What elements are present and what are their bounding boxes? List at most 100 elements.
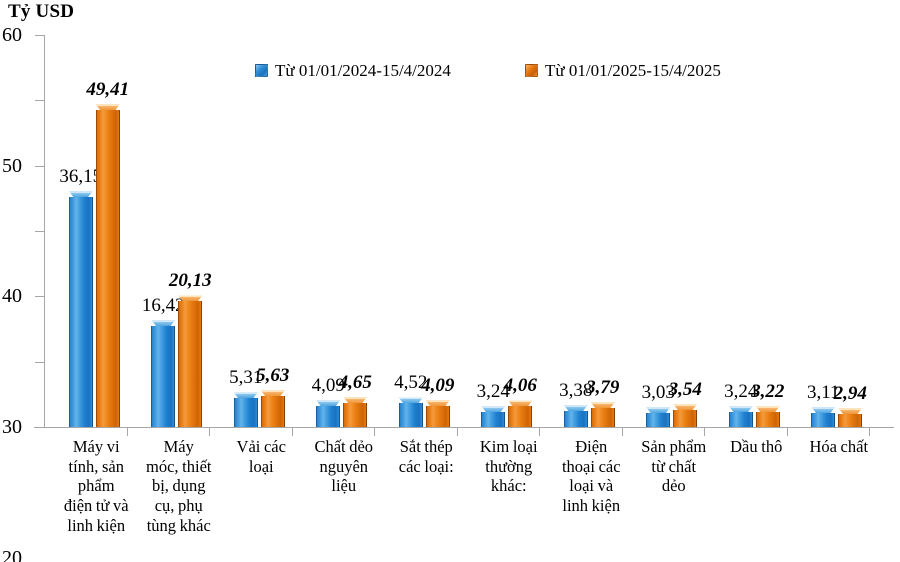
x-axis-tick <box>869 427 870 436</box>
bar-cap <box>398 397 423 405</box>
bar-body <box>343 402 368 427</box>
bar-curr[interactable] <box>508 400 533 427</box>
bar-prev[interactable] <box>398 397 423 427</box>
bar-value-label-curr: 4,09 <box>421 375 455 397</box>
x-axis-category-label: Vải các loại <box>213 437 310 476</box>
category-label-line: Vải các <box>236 437 286 456</box>
bar-value-label-curr: 5,63 <box>256 365 290 387</box>
bar-prev[interactable] <box>646 407 671 427</box>
category-label-line: tùng khác <box>146 515 211 535</box>
y-axis-tick: 50 <box>2 100 44 176</box>
bar-cap <box>563 404 588 412</box>
category-label-line: liệu <box>331 476 357 496</box>
bar-value-label-curr: 20,13 <box>168 270 212 292</box>
bar-cap <box>755 405 780 413</box>
category-label-line: Điện <box>575 437 608 456</box>
category-label-line: Kim loại <box>479 437 538 456</box>
y-axis-tick-label: 30 <box>2 416 22 438</box>
x-axis-tick <box>539 427 540 436</box>
bar-prev[interactable] <box>811 406 836 427</box>
category-label-line: phẩm <box>77 476 115 496</box>
bar-cap <box>811 406 836 414</box>
bar-value-label-prev: 36,15 <box>59 165 103 187</box>
bar-cap <box>68 190 93 198</box>
category-label-line: thường <box>485 456 533 476</box>
legend-entry-curr[interactable]: Từ 01/01/2025-15/4/2025 <box>525 62 721 79</box>
bar-curr[interactable] <box>95 104 120 427</box>
bar-curr[interactable] <box>178 295 203 427</box>
bar-curr[interactable] <box>260 390 285 427</box>
y-axis-tick: 60 <box>2 25 44 45</box>
bar-cap <box>425 400 450 408</box>
bar-body <box>178 301 203 427</box>
bar-value-label-curr: 4,06 <box>503 375 537 397</box>
x-axis-tick <box>126 427 128 436</box>
bar-curr[interactable] <box>590 402 615 427</box>
bar-curr[interactable] <box>755 405 780 427</box>
y-axis-tick: 20 <box>2 296 44 562</box>
category-label-line: Máy vi <box>72 437 120 456</box>
bar-body <box>151 325 176 427</box>
bar-prev[interactable] <box>728 405 753 427</box>
bar-prev[interactable] <box>316 400 341 427</box>
bar-body <box>838 413 863 427</box>
x-axis-category-label: Máy móc, thiết bị, dụng cụ, phụ tùng khác <box>131 437 228 535</box>
category-label-line: linh kiện <box>67 515 126 535</box>
bar-curr[interactable] <box>425 400 450 427</box>
bar-prev[interactable] <box>563 404 588 427</box>
bar-value-label-prev: 3,24 <box>724 380 758 402</box>
bar-value-label-curr: 2,94 <box>833 382 867 404</box>
bar-cap <box>838 407 863 415</box>
bar-value-label-prev: 3,38 <box>559 379 593 401</box>
x-axis-tick <box>621 427 623 436</box>
bar-value-label-curr: 49,41 <box>86 79 130 101</box>
category-label-line: Sản phẩm <box>641 437 707 456</box>
bar-prev[interactable] <box>68 190 93 427</box>
x-axis-category-label: Hóa chất <box>791 437 888 457</box>
bar-body <box>233 398 258 427</box>
bar-value-label-prev: 5,31 <box>229 367 263 389</box>
bar-body <box>563 410 588 427</box>
x-axis-category-label: Dầu thô <box>708 437 805 457</box>
bar-cap <box>728 405 753 413</box>
category-label-line: thoại các <box>561 456 621 476</box>
category-label-line: các loại: <box>398 456 454 476</box>
y-axis-tick-label: 50 <box>2 154 22 177</box>
bar-body <box>95 110 120 427</box>
category-label-line: tính, sản <box>68 456 124 476</box>
bar-body <box>260 396 285 427</box>
bar-prev[interactable] <box>233 392 258 427</box>
y-axis-line <box>44 35 45 428</box>
bar-prev[interactable] <box>151 319 176 427</box>
category-label-line: Máy <box>163 437 194 456</box>
category-label-line: Dầu thô <box>730 437 783 456</box>
bar-body <box>646 413 671 427</box>
bar-value-label-curr: 3,54 <box>668 378 702 400</box>
bar-cap <box>316 400 341 408</box>
x-axis-category-label: Kim loại thường khác: <box>461 437 558 496</box>
bar-curr[interactable] <box>343 396 368 427</box>
x-axis-tick <box>456 427 458 436</box>
bar-body <box>811 412 836 427</box>
x-axis-tick <box>704 427 705 436</box>
legend-entry-prev[interactable]: Từ 01/01/2024-15/4/2024 <box>255 62 451 79</box>
y-axis-tick: 40 <box>2 165 44 306</box>
x-axis-category-label: Điện thoại các loại và linh kiện <box>543 437 640 516</box>
legend-label: Từ 01/01/2025-15/4/2025 <box>545 61 721 80</box>
bar-cap <box>151 319 176 327</box>
category-label-line: Hóa chất <box>809 437 869 456</box>
bar-curr[interactable] <box>673 403 698 427</box>
bar-cap <box>95 104 120 112</box>
x-axis-tick <box>374 427 375 436</box>
bar-value-label-prev: 16,42 <box>141 294 185 316</box>
x-axis-category-label: Sản phẩm từ chất dẻo <box>626 437 723 496</box>
bar-curr[interactable] <box>838 407 863 427</box>
bar-body <box>316 406 341 427</box>
bar-cap <box>260 390 285 398</box>
bar-prev[interactable] <box>481 405 506 427</box>
category-label-line: loại và <box>569 476 614 496</box>
bar-body <box>590 408 615 427</box>
bar-body <box>398 403 423 427</box>
category-label-line: bị, dụng <box>151 476 206 496</box>
